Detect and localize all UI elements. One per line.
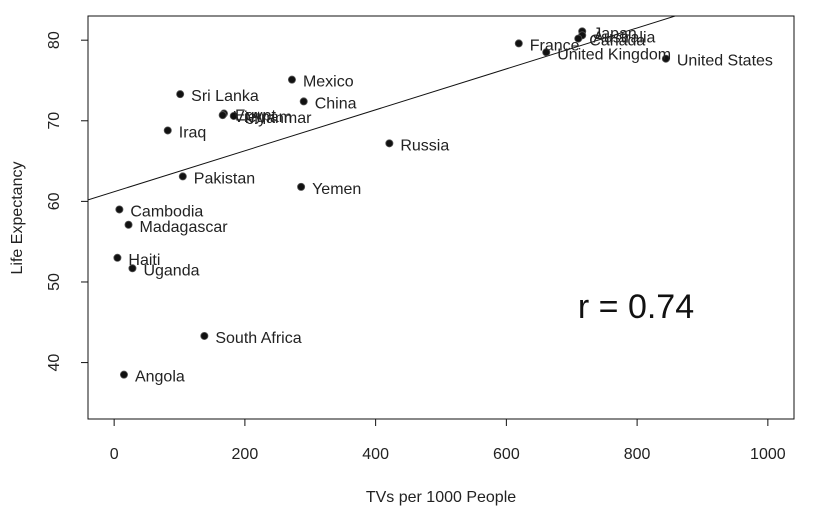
point-label: Japan — [593, 25, 637, 42]
y-tick-label: 70 — [46, 112, 63, 130]
data-point — [218, 111, 227, 120]
plot-frame — [87, 15, 795, 420]
y-tick-label: 60 — [46, 192, 63, 210]
data-point — [542, 48, 551, 57]
point-label: Sri Lanka — [191, 88, 259, 105]
data-point — [119, 370, 128, 379]
point-label: Madagascar — [140, 219, 229, 236]
point-label: Australia — [593, 29, 655, 46]
point-label: United Kingdom — [557, 46, 671, 63]
point-label: Iraq — [179, 124, 207, 141]
point-label: China — [315, 95, 357, 112]
x-tick-label: 400 — [362, 446, 389, 463]
point-label: France — [530, 37, 580, 54]
data-point — [574, 34, 583, 43]
data-point — [200, 331, 209, 340]
x-tick-label: 200 — [232, 446, 259, 463]
x-tick-label: 600 — [493, 446, 520, 463]
x-axis-title: TVs per 1000 People — [366, 489, 516, 506]
data-point — [287, 75, 296, 84]
y-tick-label: 80 — [46, 31, 63, 49]
point-label: Egypt — [235, 108, 276, 125]
correlation-annotation: r = 0.74 — [578, 288, 694, 326]
regression-line-group — [88, 16, 677, 201]
point-label: Myanmar — [245, 110, 312, 127]
point-label: Russia — [400, 137, 449, 154]
point-label: Pakistan — [194, 170, 255, 187]
data-point — [113, 253, 122, 262]
data-point — [229, 111, 238, 120]
data-point — [178, 172, 187, 181]
point-label: Canada — [589, 33, 645, 50]
data-point — [661, 54, 670, 63]
data-point — [163, 126, 172, 135]
data-point — [385, 139, 394, 148]
data-point — [128, 264, 137, 273]
data-point — [297, 182, 306, 191]
y-tick-label: 50 — [46, 273, 63, 291]
points-group — [113, 27, 670, 379]
x-tick-label: 1000 — [750, 446, 786, 463]
x-tick-label: 800 — [624, 446, 651, 463]
data-point — [299, 97, 308, 106]
point-label: United States — [677, 53, 773, 70]
data-point — [176, 90, 185, 99]
regression-line — [88, 16, 677, 201]
point-label: South Africa — [215, 330, 301, 347]
data-point — [115, 205, 124, 214]
data-point — [124, 220, 133, 229]
point-label: Vietnam — [234, 109, 292, 126]
y-axis-title: Life Expectancy — [9, 162, 26, 275]
data-point — [514, 39, 523, 48]
y-axis: 40 50 60 70 80 — [46, 31, 88, 371]
x-axis: 0 200 400 600 800 1000 — [110, 419, 786, 463]
point-label: Uganda — [143, 262, 199, 279]
x-tick-label: 0 — [110, 446, 119, 463]
point-label: Cambodia — [130, 203, 203, 220]
point-label: Yemen — [312, 181, 361, 198]
y-tick-label: 40 — [46, 354, 63, 372]
point-label: Haiti — [128, 252, 160, 269]
point-label: Angola — [135, 369, 185, 386]
point-label: Mexico — [303, 74, 354, 91]
